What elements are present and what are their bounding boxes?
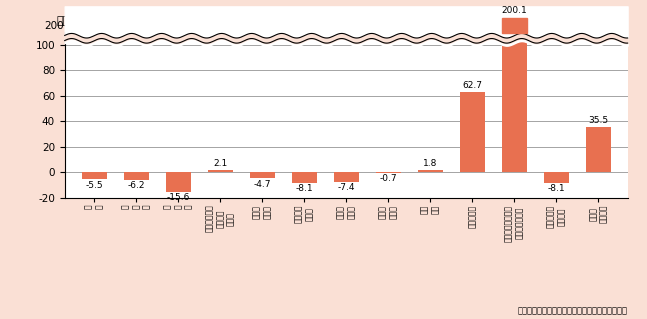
Text: 1.8: 1.8 (423, 159, 437, 168)
Text: （％）: （％） (56, 16, 76, 26)
Bar (82, 172, 107, 179)
Bar (501, 18, 527, 33)
Text: 200.1: 200.1 (501, 6, 527, 15)
Text: -7.4: -7.4 (337, 183, 355, 192)
Bar (375, 172, 400, 173)
Bar (292, 172, 317, 182)
Text: 2.1: 2.1 (213, 159, 227, 168)
Bar (124, 172, 149, 180)
Text: -15.6: -15.6 (166, 193, 190, 203)
Text: 200: 200 (44, 20, 64, 31)
Bar (501, 32, 527, 172)
Text: -8.1: -8.1 (547, 184, 565, 193)
Text: 35.5: 35.5 (588, 116, 608, 125)
Bar (459, 92, 485, 172)
Bar (166, 172, 191, 192)
Bar (586, 127, 611, 172)
Text: -5.5: -5.5 (85, 181, 103, 189)
Bar (334, 172, 358, 182)
Text: -4.7: -4.7 (254, 180, 271, 189)
Text: -6.2: -6.2 (127, 182, 145, 190)
Bar (250, 172, 275, 178)
Text: -8.1: -8.1 (295, 184, 313, 193)
Bar (208, 170, 233, 172)
Bar (417, 170, 443, 172)
Text: -0.7: -0.7 (379, 174, 397, 183)
Text: 総務省「事業所・企業統計調査報告」により作成: 総務省「事業所・企業統計調査報告」により作成 (518, 307, 628, 316)
Text: 62.7: 62.7 (462, 81, 482, 90)
Bar (543, 172, 569, 182)
